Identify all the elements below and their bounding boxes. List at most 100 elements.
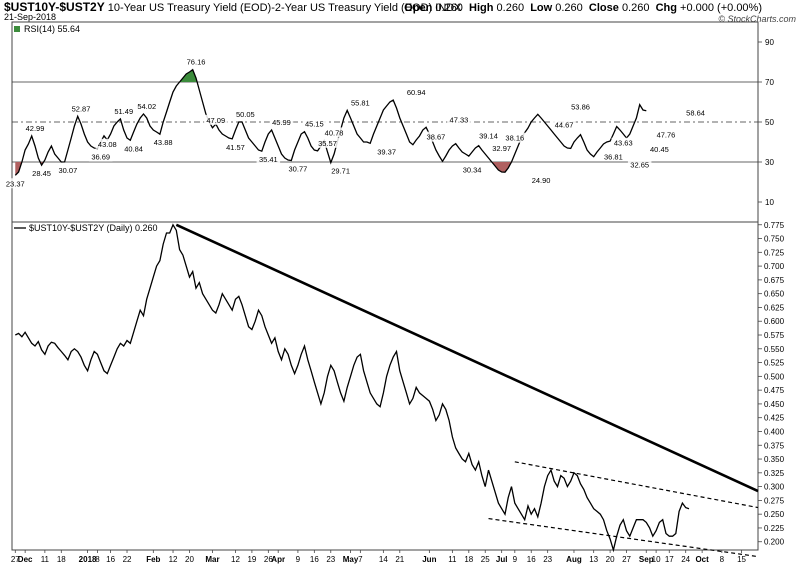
rsi-annotation-bg	[503, 132, 527, 143]
symbol-description: 10-Year US Treasury Yield (EOD)-2-Year U…	[107, 2, 433, 14]
trendlines	[175, 223, 759, 558]
x-tick-label: 13	[589, 555, 598, 564]
rsi-annotation-bg	[489, 143, 514, 154]
rsi-annotation-label: 43.08	[98, 140, 117, 149]
rsi-annotation-label: 39.37	[377, 147, 396, 156]
symbol: $UST10Y-$UST2Y	[4, 0, 105, 14]
rsi-annotation-bg	[233, 108, 258, 119]
high-label: High	[469, 2, 494, 14]
rsi-line	[14, 68, 647, 176]
price-y-tick-label: 0.350	[764, 455, 785, 464]
price-y-tick-label: 0.500	[764, 372, 785, 381]
x-tick-label: 12	[231, 555, 240, 564]
rsi-annotation-label: 47.76	[657, 130, 676, 139]
price-y-tick-label: 0.775	[764, 221, 785, 230]
rsi-annotation-bg	[348, 97, 373, 108]
x-tick-label: 15	[737, 555, 746, 564]
rsi-annotation-bg	[552, 119, 576, 130]
rsi-annotation-label: 38.67	[427, 133, 446, 142]
rsi-annotation-bg	[654, 129, 678, 140]
rsi-annotation-label: 76.16	[187, 58, 206, 67]
rsi-annotation-label: 24.90	[532, 176, 551, 185]
rsi-annotation-label: 40.45	[650, 145, 669, 154]
rsi-legend-icon	[14, 26, 20, 32]
rsi-annotation-label: 30.77	[289, 164, 308, 173]
rsi-annotation-label: 29.71	[331, 167, 350, 176]
rsi-annotation-label: 45.99	[272, 118, 291, 127]
low-value: 0.260	[555, 2, 583, 14]
chart-date: 21-Sep-2018	[4, 12, 57, 22]
x-tick-label: 21	[395, 555, 404, 564]
price-y-tick-label: 0.625	[764, 303, 785, 312]
x-tick-label: 26	[264, 555, 273, 564]
rsi-y-tick-label: 10	[765, 198, 774, 207]
rsi-annotation-bg	[256, 154, 281, 165]
x-tick-label: 27	[622, 555, 631, 564]
x-tick-label: 8	[720, 555, 725, 564]
price-legend: $UST10Y-$UST2Y (Daily) 0.260	[14, 223, 158, 233]
x-tick-label: 17	[665, 555, 674, 564]
price-y-tick-label: 0.300	[764, 483, 785, 492]
x-tick-label: Aug	[566, 555, 582, 564]
x-tick-label: 23	[326, 555, 335, 564]
x-tick-label: 9	[296, 555, 301, 564]
rsi-annotation-label: 38.16	[505, 134, 524, 143]
close-value: 0.260	[621, 2, 650, 14]
x-tick-label: 25	[481, 555, 490, 564]
rsi-annotation-bg	[69, 103, 93, 114]
rsi-annotation-bg	[223, 141, 248, 152]
x-tick-label: 16	[527, 555, 536, 564]
trendline-dashed	[514, 461, 759, 509]
x-tick-label: 2018	[79, 555, 97, 564]
rsi-annotation-label: 35.57	[318, 139, 337, 148]
x-tick-label: 22	[123, 555, 132, 564]
trendline-dashed	[488, 517, 759, 558]
rsi-annotation-label: 43.63	[614, 139, 633, 148]
rsi-annotation-bg	[447, 114, 471, 125]
rsi-annotation-label: 42.99	[26, 124, 45, 133]
price-panel-frame	[11, 221, 759, 551]
price-y-tick-label: 0.750	[764, 235, 785, 244]
x-tick-label: 10	[652, 555, 661, 564]
rsi-annotation-bg	[134, 100, 159, 111]
x-tick-label: Sep	[639, 555, 654, 564]
rsi-annotation-bg	[151, 137, 175, 148]
rsi-annotation-bg	[476, 130, 501, 141]
rsi-annotation-bg	[647, 144, 672, 155]
rsi-annotation-bg	[56, 164, 80, 175]
chg-label: Chg	[655, 2, 677, 14]
rsi-annotation-label: 52.87	[72, 104, 91, 113]
x-tick-label: May	[343, 555, 359, 564]
price-y-tick-label: 0.325	[764, 469, 785, 478]
rsi-annotation-bg	[95, 138, 120, 149]
price-y-tick-label: 0.250	[764, 510, 785, 519]
rsi-annotation-bg	[88, 151, 113, 162]
rsi-legend: RSI(14) 55.64	[14, 24, 80, 34]
x-tick-label: 9	[513, 555, 518, 564]
rsi-annotation-label: 30.07	[58, 166, 77, 175]
exchange: INDX	[435, 2, 462, 14]
rsi-annotation-label: 40.78	[325, 128, 344, 137]
x-tick-label: 18	[57, 555, 66, 564]
rsi-y-tick-label: 70	[765, 78, 774, 87]
rsi-annotation-bg	[121, 143, 146, 154]
price-y-tick-label: 0.475	[764, 386, 785, 395]
rsi-annotation-bg	[601, 151, 626, 162]
rsi-annotation-label: 41.57	[226, 143, 245, 152]
rsi-annotation-label: 47.09	[206, 116, 225, 125]
rsi-annotation-label: 40.84	[124, 144, 143, 153]
rsi-annotation-bg	[328, 165, 353, 176]
rsi-annotation-bg	[322, 127, 346, 138]
x-tick-label: 20	[185, 555, 194, 564]
rsi-annotation-label: 47.33	[450, 115, 469, 124]
rsi-annotation-label: 51.49	[114, 107, 133, 116]
rsi-y-tick-label: 30	[765, 158, 774, 167]
x-tick-label: 16	[310, 555, 319, 564]
rsi-annotation-label: 32.65	[630, 161, 649, 170]
chart-header: $UST10Y-$UST2Y 10-Year US Treasury Yield…	[4, 0, 462, 14]
chg-value: +0.000 (+0.00%)	[680, 2, 762, 14]
price-y-tick-label: 0.225	[764, 524, 785, 533]
x-tick-label: 20	[606, 555, 615, 564]
